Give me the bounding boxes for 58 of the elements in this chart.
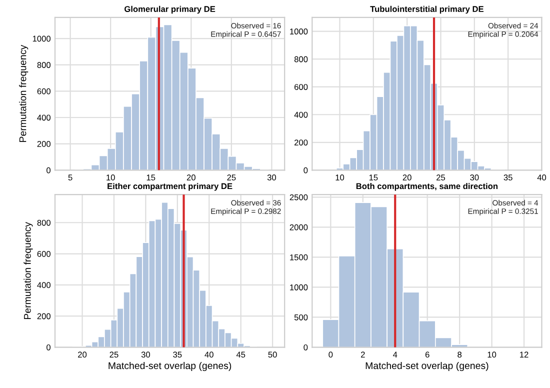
x-tick-label: 25 [110,352,118,358]
y-tick-label: 500 [294,314,308,320]
chart-title: Glomerular primary DE [124,6,216,14]
y-tick-label: 1000 [32,36,51,42]
x-tick-label: 35 [173,352,182,358]
y-tick-label: 2000 [290,224,308,230]
y-axis-title: Permutation frequency [19,44,28,142]
chart-title: Both compartments, same direction [356,182,498,191]
x-tick-label: 25 [436,174,446,180]
y-tick-label: 400 [294,112,308,118]
y-tick-label: 600 [294,84,308,90]
x-tick-label: 15 [146,174,156,180]
y-tick-label: 1000 [290,28,308,34]
y-tick-label: 0 [304,344,308,350]
y-tick-label: 800 [37,62,51,68]
y-tick-label: 200 [294,140,308,146]
x-tick-label: 0 [328,352,333,358]
chart-title: Either compartment primary DE [108,182,232,191]
x-tick-label: 12 [520,352,528,358]
y-tick-label: 1500 [290,254,308,260]
x-tick-label: 40 [204,352,214,358]
x-tick-label: 35 [504,174,512,180]
x-tick-label: 20 [186,174,196,180]
y-tick-label: 200 [37,141,51,147]
x-tick-label: 15 [369,174,378,180]
x-tick-label: 45 [236,352,246,358]
x-tick-label: 50 [268,352,277,358]
x-tick-label: 30 [267,174,276,180]
x-tick-label: 2 [361,352,365,358]
y-tick-label: 600 [37,88,51,94]
x-tick-label: 8 [458,352,462,358]
x-tick-label: 6 [425,352,430,358]
x-tick-label: 30 [141,352,150,358]
y-tick-label: 800 [37,220,51,226]
x-tick-label: 25 [227,174,236,180]
chart-title: Tubulointerstitial primary DE [370,6,484,14]
x-tick-label: 10 [106,174,115,180]
x-tick-label: 40 [537,174,546,180]
x-tick-label: 10 [336,174,344,180]
x-axis-title: Matched-set overlap (genes) [366,362,488,372]
x-tick-label: 10 [488,352,496,358]
x-tick-label: 20 [78,352,87,358]
y-tick-label: 200 [37,313,51,320]
x-tick-label: 4 [393,352,398,358]
y-tick-label: 0 [46,167,51,174]
y-tick-label: 400 [37,114,51,121]
y-tick-label: 2500 [290,194,308,200]
x-tick-label: 20 [402,174,412,180]
y-axis-title: Permutation frequency [24,222,33,320]
x-tick-label: 30 [470,174,479,180]
y-tick-label: 600 [37,250,51,257]
y-tick-label: 0 [304,167,308,174]
y-tick-label: 1000 [290,284,308,290]
y-tick-label: 800 [294,56,308,62]
y-tick-label: 400 [37,282,51,288]
x-tick-label: 5 [68,174,72,180]
x-axis-title: Matched-set overlap (genes) [108,362,232,372]
y-tick-label: 0 [46,344,51,350]
